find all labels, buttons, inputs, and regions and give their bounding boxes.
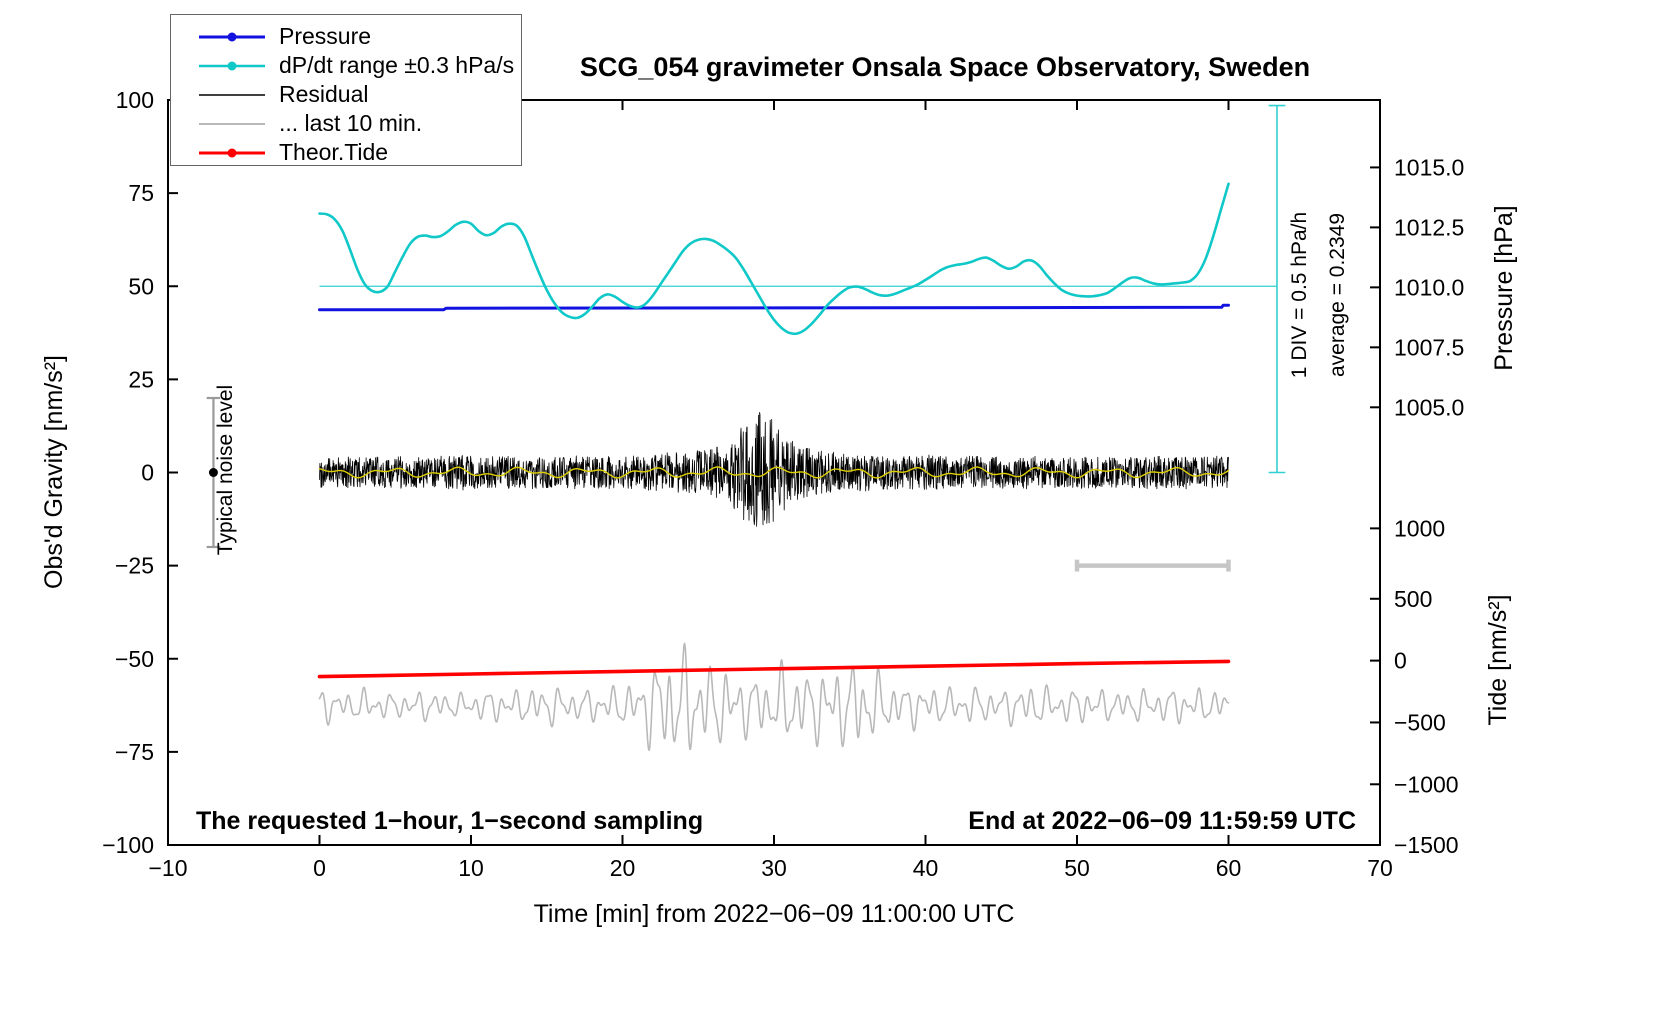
y-left-tick-label: 25 [128, 366, 154, 392]
y-axis-label-pressure: Pressure [hPa] [1490, 205, 1518, 370]
pressure-tick-label: 1007.5 [1394, 334, 1464, 360]
x-tick-label: 40 [913, 855, 939, 881]
annotation-noise-level: Typical noise level [214, 385, 237, 555]
x-tick-label: 20 [610, 855, 636, 881]
x-tick-label: 50 [1064, 855, 1090, 881]
legend-item: Theor.Tide [197, 139, 521, 165]
x-tick-label: 10 [458, 855, 484, 881]
x-axis-label: Time [min] from 2022−06−09 11:00:00 UTC [534, 900, 1015, 928]
legend-marker-icon [199, 61, 265, 70]
y-left-tick-label: 50 [128, 273, 154, 299]
pressure-tick-label: 1005.0 [1394, 394, 1464, 420]
y-left-tick-label: −25 [115, 553, 154, 579]
pressure-tick-label: 1015.0 [1394, 154, 1464, 180]
legend: Pressure dP/dt range ±0.3 hPa/s Residual..… [170, 14, 522, 166]
x-tick-label: 0 [313, 855, 326, 881]
pressure-tick-label: 1000 [1394, 515, 1445, 541]
tide-tick-label: 0 [1394, 648, 1407, 674]
last10-series [318, 642, 1230, 751]
tide-tick-label: −500 [1394, 709, 1446, 735]
legend-item: Residual [197, 81, 521, 107]
y-left-tick-label: −50 [115, 646, 154, 672]
y-left-tick-label: −75 [115, 739, 154, 765]
x-tick-label: −10 [148, 855, 187, 881]
y-axis-label-tide: Tide [nm/s²] [1484, 594, 1512, 725]
legend-label: ... last 10 min. [279, 110, 423, 136]
annotation-average: average = 0.2349 [1326, 213, 1349, 377]
pressure-tick-label: 1012.5 [1394, 214, 1464, 240]
x-tick-label: 70 [1367, 855, 1393, 881]
legend-marker-icon [199, 148, 265, 157]
legend-marker-icon [199, 122, 265, 125]
annotation-div-scale: 1 DIV = 0.5 hPa/h [1288, 212, 1311, 378]
filtered-series [318, 466, 1230, 479]
legend-marker-icon [199, 93, 265, 96]
y-left-tick-label: 100 [116, 87, 154, 113]
series-layer [206, 104, 1286, 751]
legend-item: Pressure [197, 23, 521, 49]
noise-level-bar-dot [208, 468, 218, 477]
pressure-tick-label: 1010.0 [1394, 274, 1464, 300]
legend-item: ... last 10 min. [197, 110, 521, 136]
tide-tick-label: 500 [1394, 586, 1432, 612]
legend-label: Pressure [279, 23, 372, 49]
legend-label: Residual [279, 81, 369, 107]
annotation-end-time: End at 2022−06−09 11:59:59 UTC [968, 807, 1356, 835]
x-tick-label: 30 [761, 855, 787, 881]
legend-label: dP/dt range ±0.3 hPa/s [279, 52, 515, 78]
residual-series [319, 412, 1229, 527]
y-left-tick-label: 0 [141, 460, 154, 486]
ticks-layer: −10 0 10 20 30 40 50 60 70−100−75−50−25025507510… [102, 87, 1464, 881]
tide-tick-label: −1000 [1394, 771, 1459, 797]
y-left-tick-label: −100 [102, 832, 154, 858]
annotation-sampling: The requested 1−hour, 1−second sampling [196, 807, 703, 835]
tide-series [317, 659, 1231, 679]
x-tick-label: 60 [1216, 855, 1242, 881]
chart-title: SCG_054 gravimeter Onsala Space Observat… [580, 52, 1310, 82]
legend-item: dP/dt range ±0.3 hPa/s [197, 52, 521, 78]
y-left-tick-label: 75 [128, 180, 154, 206]
y-axis-label-gravity: Obs'd Gravity [nm/s²] [40, 355, 68, 589]
legend-label: Theor.Tide [279, 139, 389, 165]
legend-marker-icon [199, 32, 265, 41]
tide-tick-label: −1500 [1394, 832, 1459, 858]
pressure-series [318, 303, 1230, 312]
dpdt-series [318, 182, 1230, 336]
